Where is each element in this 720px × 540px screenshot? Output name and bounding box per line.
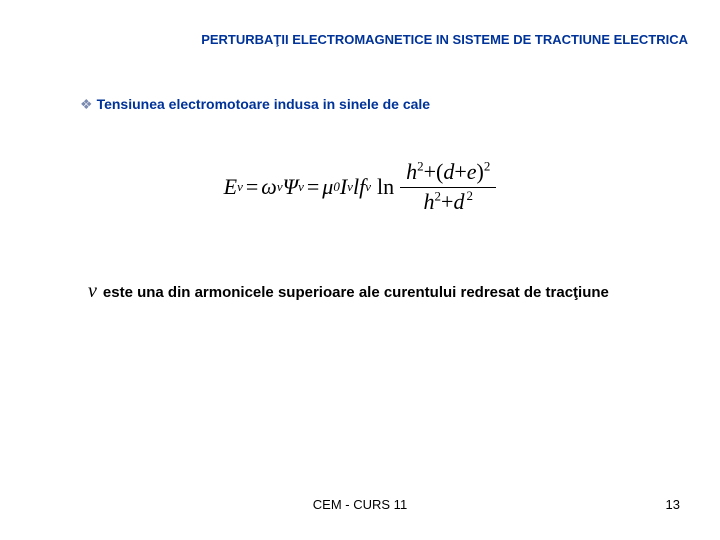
eq-den-plus: +: [441, 189, 453, 214]
eq-num-close-sup: 2: [484, 159, 491, 174]
eq-num-plus-open: +(: [424, 159, 444, 184]
eq-den-h: h: [424, 189, 435, 214]
eq-equals2: =: [304, 174, 322, 200]
eq-numerator: h2+(d+e)2: [400, 158, 496, 187]
page-header-title: PERTURBAŢII ELECTROMAGNETICE IN SISTEME …: [201, 32, 688, 47]
equation-container: Eν = ων Ψν = μ0 Iνlfν ln h2+(d+e)2 h2+d2: [0, 158, 720, 216]
eq-I: I: [340, 174, 347, 200]
eq-num-plus2: +: [454, 159, 466, 184]
footer-center: CEM - CURS 11: [0, 497, 720, 512]
eq-num-d: d: [443, 159, 454, 184]
eq-num-h: h: [406, 159, 417, 184]
eq-den-d: d: [453, 189, 464, 214]
footer-page-number: 13: [666, 497, 680, 512]
note-text: este una din armonicele superioare ale c…: [103, 284, 609, 301]
subtitle-text: Tensiunea electromotoare indusa in sinel…: [97, 96, 431, 112]
eq-num-close: ): [477, 159, 484, 184]
subtitle-row: ❖ Tensiunea electromotoare indusa in sin…: [80, 96, 430, 112]
eq-den-d-sup: 2: [464, 188, 473, 203]
nu-symbol: ν: [88, 280, 97, 303]
eq-mu: μ: [322, 174, 333, 200]
eq-equals1: =: [243, 174, 261, 200]
eq-fraction: h2+(d+e)2 h2+d2: [400, 158, 496, 216]
note-row: ν este una din armonicele superioare ale…: [88, 280, 609, 303]
main-equation: Eν = ων Ψν = μ0 Iνlfν ln h2+(d+e)2 h2+d2: [224, 158, 497, 216]
eq-denominator: h2+d2: [418, 188, 479, 217]
diamond-bullet-icon: ❖: [80, 97, 93, 111]
eq-omega: ω: [261, 174, 277, 200]
eq-num-e: e: [467, 159, 477, 184]
eq-E: E: [224, 174, 237, 200]
eq-psi: Ψ: [283, 174, 298, 200]
eq-ln: ln: [371, 174, 394, 200]
